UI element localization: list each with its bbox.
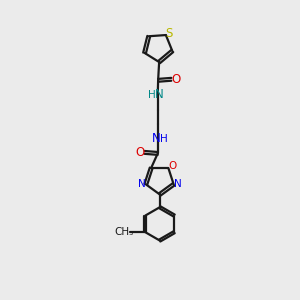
Text: CH₃: CH₃: [114, 227, 133, 237]
Text: N: N: [137, 179, 145, 189]
Text: N: N: [152, 132, 161, 145]
Text: O: O: [135, 146, 145, 159]
Text: H: H: [160, 134, 167, 144]
Text: O: O: [168, 161, 176, 171]
Text: N: N: [155, 88, 164, 101]
Text: N: N: [174, 179, 182, 189]
Text: S: S: [165, 26, 172, 40]
Text: H: H: [148, 90, 156, 100]
Text: O: O: [171, 73, 180, 86]
